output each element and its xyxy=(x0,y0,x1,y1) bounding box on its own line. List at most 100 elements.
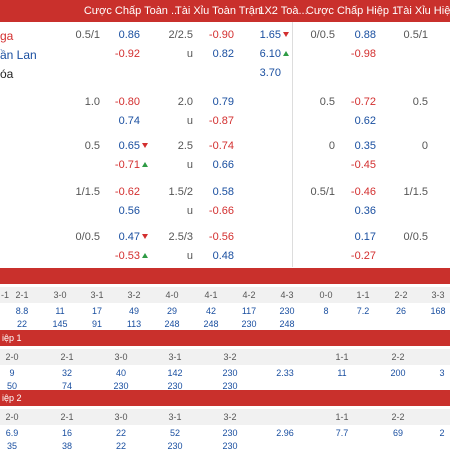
score-odds[interactable]: 49 xyxy=(128,306,140,316)
handicap-line: 0.5/1 xyxy=(75,29,100,41)
handicap-line: 0.5/1 xyxy=(310,186,335,198)
score-odds[interactable]: 113 xyxy=(126,319,142,329)
odds[interactable]: -0.53 xyxy=(114,250,140,262)
score-odds[interactable]: 8 xyxy=(323,306,329,316)
section-bar xyxy=(0,268,450,284)
odds[interactable]: -0.62 xyxy=(114,186,140,198)
score-odds[interactable]: 230 xyxy=(222,368,238,378)
score: 2-2 xyxy=(391,352,405,362)
odds[interactable]: -0.92 xyxy=(114,48,140,60)
score-odds[interactable]: 248 xyxy=(279,319,295,329)
odds[interactable]: -0.46 xyxy=(350,186,376,198)
score-odds[interactable]: 22 xyxy=(16,319,28,329)
score-odds[interactable]: 42 xyxy=(205,306,217,316)
odds[interactable]: -0.27 xyxy=(350,250,376,262)
score-odds[interactable]: 230 xyxy=(279,306,295,316)
score-odds[interactable]: 16 xyxy=(61,428,73,438)
score: 3-1 xyxy=(168,352,182,362)
odds[interactable]: 0.48 xyxy=(212,250,234,262)
score-odds[interactable]: 168 xyxy=(430,306,446,316)
odds[interactable]: -0.56 xyxy=(208,231,234,243)
score-odds[interactable]: 8.8 xyxy=(15,306,29,316)
handicap-line: 1.0 xyxy=(84,96,100,108)
total-line: 0.5/1 xyxy=(403,29,428,41)
score-odds[interactable]: 32 xyxy=(61,368,73,378)
score-odds[interactable]: 230 xyxy=(222,381,238,391)
odds[interactable]: -0.98 xyxy=(350,48,376,60)
score-odds[interactable]: 145 xyxy=(52,319,68,329)
score: 4-2 xyxy=(242,290,256,300)
odds[interactable]: -0.80 xyxy=(114,96,140,108)
score-odds[interactable]: 52 xyxy=(169,428,181,438)
score-odds[interactable]: 230 xyxy=(222,441,238,450)
total-line: 2/2.5 xyxy=(168,29,193,41)
odds-1x2[interactable]: 3.70 xyxy=(259,67,281,79)
score: 4-1 xyxy=(204,290,218,300)
team-name: óa xyxy=(0,67,14,81)
score-odds[interactable]: 38 xyxy=(61,441,73,450)
odds[interactable]: -0.87 xyxy=(208,115,234,127)
odds[interactable]: 0.88 xyxy=(354,29,376,41)
odds[interactable]: 0.56 xyxy=(118,205,140,217)
score-odds[interactable]: 91 xyxy=(91,319,103,329)
score-odds[interactable]: 230 xyxy=(113,381,129,391)
score-odds[interactable]: 230 xyxy=(222,428,238,438)
odds[interactable]: 0.79 xyxy=(212,96,234,108)
score-odds[interactable]: 74 xyxy=(61,381,73,391)
score-odds[interactable]: 230 xyxy=(167,441,183,450)
score: 3-0 xyxy=(53,290,67,300)
odds[interactable]: 0.47 xyxy=(118,231,140,243)
handicap-line: 0/0.5 xyxy=(310,29,335,41)
odds[interactable]: 0.74 xyxy=(118,115,140,127)
score-odds[interactable]: 6.9 xyxy=(5,428,19,438)
score-odds[interactable]: 230 xyxy=(241,319,257,329)
score-odds[interactable]: 230 xyxy=(167,381,183,391)
odds-1x2[interactable]: 1.65 xyxy=(259,29,281,41)
score-odds[interactable]: 50 xyxy=(6,381,18,391)
score-odds[interactable]: 29 xyxy=(166,306,178,316)
odds[interactable]: 0.35 xyxy=(354,140,376,152)
score-odds[interactable]: 2 xyxy=(439,428,445,438)
odds[interactable]: -0.45 xyxy=(350,159,376,171)
odds[interactable]: 0.62 xyxy=(354,115,376,127)
score-odds[interactable]: 9 xyxy=(9,368,15,378)
score-odds[interactable]: 7.2 xyxy=(356,306,370,316)
odds-1x2[interactable]: 6.10 xyxy=(259,48,281,60)
odds[interactable]: -0.90 xyxy=(208,29,234,41)
score-odds[interactable]: 2.33 xyxy=(276,368,294,378)
odds[interactable]: 0.66 xyxy=(212,159,234,171)
odds[interactable]: 0.17 xyxy=(354,231,376,243)
score-odds[interactable]: 2.96 xyxy=(276,428,294,438)
score-odds[interactable]: 7.7 xyxy=(335,428,349,438)
score-odds[interactable]: 117 xyxy=(241,306,257,316)
score-odds[interactable]: 142 xyxy=(167,368,183,378)
odds[interactable]: 0.82 xyxy=(212,48,234,60)
odds[interactable]: 0.58 xyxy=(212,186,234,198)
odds[interactable]: -0.72 xyxy=(350,96,376,108)
score-odds[interactable]: 200 xyxy=(390,368,406,378)
odds[interactable]: -0.74 xyxy=(208,140,234,152)
score-odds[interactable]: 40 xyxy=(115,368,127,378)
score-odds[interactable]: 11 xyxy=(55,306,65,316)
odds[interactable]: -0.66 xyxy=(208,205,234,217)
odds[interactable]: 0.36 xyxy=(354,205,376,217)
handicap-line: 0.5 xyxy=(84,140,100,152)
odds[interactable]: 0.86 xyxy=(118,29,140,41)
score-odds[interactable]: 69 xyxy=(392,428,404,438)
team-name: ần Lan xyxy=(0,48,37,62)
score-odds[interactable]: 248 xyxy=(203,319,219,329)
score-header-row xyxy=(0,409,450,425)
score-odds[interactable]: 22 xyxy=(115,441,127,450)
score-odds[interactable]: 248 xyxy=(164,319,180,329)
score-odds[interactable]: 3 xyxy=(439,368,445,378)
odds[interactable]: -0.71 xyxy=(114,159,140,171)
score-odds[interactable]: 26 xyxy=(395,306,407,316)
score-odds[interactable]: 22 xyxy=(115,428,127,438)
odds[interactable]: 0.65 xyxy=(118,140,140,152)
score-odds[interactable]: 17 xyxy=(91,306,103,316)
under-label: u xyxy=(186,250,193,262)
score-odds[interactable]: 11 xyxy=(337,368,347,378)
trend-arrow xyxy=(283,51,289,56)
score-odds[interactable]: 35 xyxy=(6,441,18,450)
score: 1-1 xyxy=(335,352,349,362)
